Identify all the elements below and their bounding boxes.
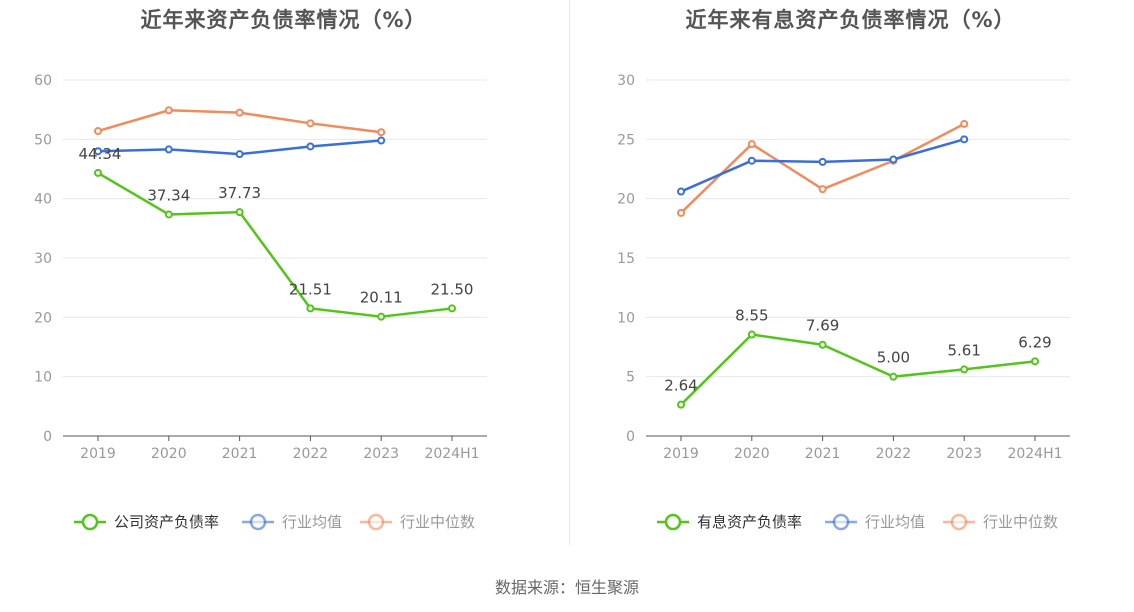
data-label: 21.50 [431, 280, 474, 298]
data-label: 5.00 [877, 349, 910, 367]
y-tick-label: 20 [34, 310, 52, 326]
data-label: 8.55 [735, 307, 768, 325]
legend-item: 行业均值 [825, 513, 925, 531]
data-source-label: 数据来源：恒生聚源 [494, 578, 639, 597]
legend-marker-icon [81, 513, 99, 531]
data-label: 21.51 [289, 280, 332, 298]
y-tick-label: 0 [43, 429, 52, 445]
data-point [960, 135, 969, 144]
legend-marker-icon [367, 513, 385, 531]
data-label: 5.61 [947, 341, 980, 359]
legend-label: 行业中位数 [400, 513, 475, 531]
data-label: 7.69 [806, 317, 839, 335]
y-tick-label: 10 [34, 370, 52, 386]
data-point [677, 187, 685, 196]
chart-title: 近年来资产负债率情况（%） [140, 8, 427, 32]
data-point [747, 330, 756, 339]
data-point [960, 119, 969, 128]
legend-item: 行业中位数 [360, 513, 475, 531]
legend-item: 有息资产负债率 [657, 513, 802, 531]
asset-liability-ratio-chart: 近年来资产负债率情况（%） 0 10 20 30 40 50 60 2019 2020 2021 2… [0, 0, 567, 560]
data-point [164, 145, 173, 154]
y-tick-label: 5 [626, 370, 635, 386]
y-tick-label: 15 [617, 251, 635, 267]
legend-label: 行业中位数 [983, 513, 1058, 531]
data-label: 6.29 [1018, 333, 1051, 351]
legend-item: 行业均值 [242, 513, 342, 531]
data-point [164, 106, 173, 115]
y-tick-label: 40 [34, 192, 52, 208]
data-point [448, 304, 456, 313]
x-tick-label: 2020 [151, 446, 187, 462]
x-tick-label: 2021 [805, 446, 841, 462]
series-line-2 [680, 122, 965, 214]
data-point [747, 156, 756, 165]
x-tick-label: 2024H1 [424, 446, 479, 462]
series-line-0 [680, 333, 1036, 406]
data-point [818, 340, 827, 349]
data-point [235, 108, 244, 117]
x-tick-label: 2020 [734, 446, 770, 462]
x-tick-label: 2023 [363, 446, 399, 462]
data-label: 2.64 [664, 377, 697, 395]
data-point [889, 155, 898, 164]
x-tick-label: 2022 [876, 446, 912, 462]
legend-marker-icon [832, 513, 850, 531]
y-tick-label: 10 [617, 310, 635, 326]
x-tick-label: 2021 [222, 446, 258, 462]
data-point [1031, 357, 1039, 366]
y-tick-label: 50 [34, 132, 52, 148]
data-point [306, 304, 315, 313]
legend-item: 行业中位数 [943, 513, 1058, 531]
data-point [960, 365, 969, 374]
legend-label: 公司资产负债率 [114, 513, 219, 531]
y-tick-label: 60 [34, 73, 52, 89]
legend-marker-icon [950, 513, 968, 531]
y-tick-label: 30 [617, 73, 635, 89]
y-tick-label: 0 [626, 429, 635, 445]
data-point [306, 142, 315, 151]
data-point [235, 208, 244, 217]
interest-bearing-liability-ratio-chart: 近年来有息资产负债率情况（%） 0 5 10 15 20 25 30 2019 2020 2021… [567, 0, 1134, 560]
x-tick-label: 2019 [80, 446, 116, 462]
x-tick-label: 2019 [663, 446, 699, 462]
x-tick-label: 2024H1 [1007, 446, 1062, 462]
chart-title: 近年来有息资产负债率情况（%） [685, 8, 1016, 32]
data-label: 37.73 [218, 184, 261, 202]
data-point [94, 168, 102, 177]
legend-marker-icon [664, 513, 682, 531]
data-point [306, 119, 315, 128]
x-tick-label: 2022 [293, 446, 329, 462]
y-tick-label: 20 [617, 192, 635, 208]
series-line-0 [97, 171, 453, 318]
data-point [164, 210, 173, 219]
legend-label: 行业均值 [282, 513, 342, 531]
chart-canvas: 0 5 10 15 20 25 30 2019 2020 2021 2022 2023 2024H1 2.… [617, 73, 1070, 531]
data-point [747, 140, 756, 149]
data-point [377, 128, 386, 137]
data-point [677, 208, 685, 217]
data-point [377, 136, 386, 145]
data-point [889, 372, 898, 381]
data-label: 20.11 [360, 289, 403, 307]
y-tick-label: 30 [34, 251, 52, 267]
legend-marker-icon [249, 513, 267, 531]
data-point [377, 312, 386, 321]
chart-canvas: 0 10 20 30 40 50 60 2019 2020 2021 2022 2023 2024H1 4… [34, 73, 487, 531]
data-point [94, 147, 102, 156]
panel-divider [569, 0, 570, 545]
legend-label: 有息资产负债率 [697, 513, 802, 531]
legend-item: 公司资产负债率 [74, 513, 219, 531]
data-point [235, 150, 244, 159]
x-tick-label: 2023 [946, 446, 982, 462]
data-point [94, 127, 102, 136]
legend-label: 行业均值 [865, 513, 925, 531]
data-point [818, 185, 827, 194]
data-label: 37.34 [147, 186, 190, 204]
y-tick-label: 25 [617, 132, 635, 148]
data-label: 44.34 [79, 145, 122, 163]
data-point [818, 157, 827, 166]
data-point [677, 400, 685, 409]
